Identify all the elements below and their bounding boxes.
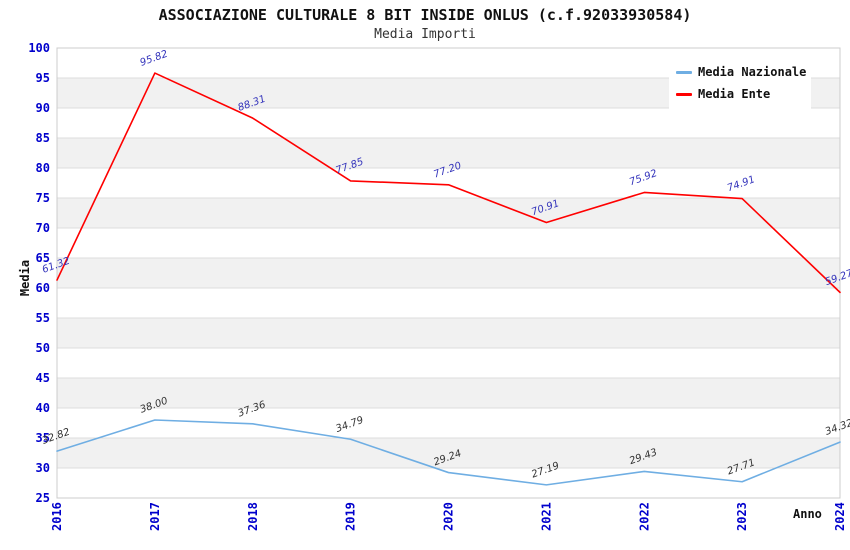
series-line-media-nazionale: [56, 419, 841, 486]
grid-band: [57, 198, 840, 228]
y-tick-label: 95: [36, 71, 50, 85]
grid-band: [57, 378, 840, 408]
x-tick-label: 2021: [539, 502, 553, 531]
x-tick-label: 2024: [833, 502, 847, 531]
data-label: 75.92: [628, 168, 659, 188]
y-tick-label: 80: [36, 161, 50, 175]
legend-item-media-nazionale[interactable]: Media Nazionale: [676, 61, 811, 83]
y-tick-label: 90: [36, 101, 50, 115]
data-label: 95.82: [139, 49, 170, 69]
y-tick-label: 85: [36, 131, 50, 145]
y-axis-title: Media: [18, 259, 32, 297]
y-tick-label: 25: [36, 491, 50, 505]
series-line-media-ente: [56, 72, 841, 294]
y-tick-label: 60: [36, 281, 50, 295]
y-tick-label: 50: [36, 341, 50, 355]
data-label: 34.79: [334, 415, 365, 435]
grid-band: [57, 318, 840, 348]
x-tick-label: 2023: [735, 502, 749, 531]
y-tick-label: 75: [36, 191, 50, 205]
x-tick-label: 2022: [637, 502, 651, 531]
x-tick-label: 2018: [246, 502, 260, 531]
x-tick-label: 2016: [50, 502, 64, 531]
y-tick-label: 30: [36, 461, 50, 475]
data-label: 34.32: [824, 418, 850, 438]
y-tick-label: 45: [36, 371, 50, 385]
legend-label-media-ente: Media Ente: [698, 87, 771, 101]
legend-item-media-ente[interactable]: Media Ente: [676, 83, 811, 105]
y-tick-label: 55: [36, 311, 50, 325]
plot-border: [56, 47, 841, 499]
x-tick-label: 2020: [442, 502, 456, 531]
legend-label-media-nazionale: Media Nazionale: [698, 65, 807, 79]
legend-swatch-media-ente: [676, 92, 692, 96]
chart-subtitle: Media Importi: [374, 27, 476, 42]
x-tick-label: 2019: [344, 502, 358, 531]
chart-title: ASSOCIAZIONE CULTURALE 8 BIT INSIDE ONLU…: [158, 6, 692, 24]
y-tick-label: 65: [36, 251, 50, 265]
x-tick-label: 2017: [148, 502, 162, 531]
y-tick-label: 35: [36, 431, 50, 445]
data-label: 74.91: [726, 174, 757, 194]
y-tick-label: 70: [36, 221, 50, 235]
grid-band: [57, 138, 840, 168]
y-tick-label: 100: [28, 41, 50, 55]
legend: Media Nazionale Media Ente: [669, 56, 811, 110]
grid-band: [57, 438, 840, 468]
y-tick-label: 40: [36, 401, 50, 415]
x-axis-title: Anno: [793, 507, 822, 521]
legend-swatch-media-nazionale: [676, 70, 692, 74]
grid-band: [57, 258, 840, 288]
